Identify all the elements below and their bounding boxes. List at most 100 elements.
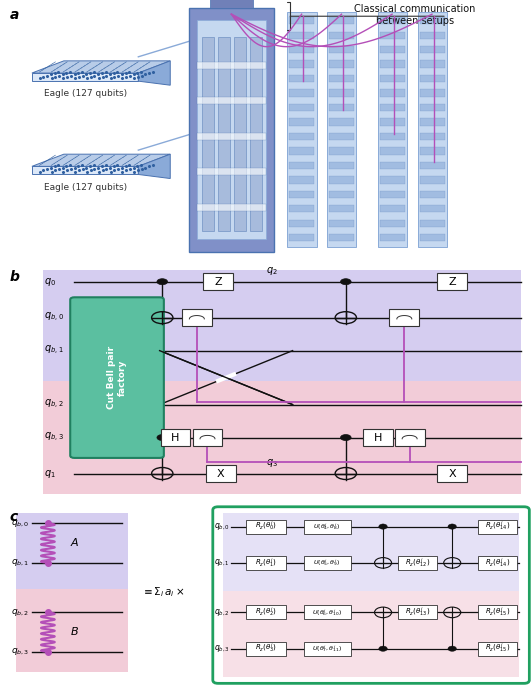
FancyBboxPatch shape bbox=[329, 46, 354, 53]
Circle shape bbox=[340, 279, 351, 285]
FancyBboxPatch shape bbox=[380, 46, 405, 53]
FancyBboxPatch shape bbox=[329, 147, 354, 155]
FancyBboxPatch shape bbox=[420, 17, 445, 25]
FancyBboxPatch shape bbox=[289, 133, 314, 140]
FancyBboxPatch shape bbox=[398, 556, 437, 570]
FancyBboxPatch shape bbox=[304, 520, 351, 534]
FancyBboxPatch shape bbox=[329, 104, 354, 111]
Text: $R_z(\theta^i_{15})$: $R_z(\theta^i_{15})$ bbox=[485, 642, 510, 656]
Text: $U(\theta^i_4,\theta^i_8)$: $U(\theta^i_4,\theta^i_8)$ bbox=[313, 521, 341, 532]
FancyBboxPatch shape bbox=[380, 17, 405, 25]
FancyBboxPatch shape bbox=[380, 147, 405, 155]
FancyBboxPatch shape bbox=[380, 190, 405, 198]
FancyBboxPatch shape bbox=[287, 12, 317, 247]
FancyBboxPatch shape bbox=[380, 60, 405, 68]
FancyBboxPatch shape bbox=[246, 556, 286, 570]
FancyBboxPatch shape bbox=[420, 234, 445, 241]
FancyBboxPatch shape bbox=[420, 60, 445, 68]
Text: c: c bbox=[10, 510, 18, 524]
FancyBboxPatch shape bbox=[380, 162, 405, 169]
FancyBboxPatch shape bbox=[380, 176, 405, 184]
Text: $q_{b,3}$: $q_{b,3}$ bbox=[214, 643, 230, 654]
FancyBboxPatch shape bbox=[289, 119, 314, 125]
FancyBboxPatch shape bbox=[304, 556, 351, 570]
FancyBboxPatch shape bbox=[289, 90, 314, 97]
FancyBboxPatch shape bbox=[478, 606, 517, 619]
FancyBboxPatch shape bbox=[202, 36, 214, 232]
Text: $R_z(\theta^i_1)$: $R_z(\theta^i_1)$ bbox=[255, 556, 277, 569]
FancyBboxPatch shape bbox=[197, 62, 266, 69]
FancyBboxPatch shape bbox=[210, 0, 253, 8]
Text: Cut Bell pair
factory: Cut Bell pair factory bbox=[107, 346, 127, 409]
Circle shape bbox=[340, 434, 351, 440]
Polygon shape bbox=[138, 154, 170, 179]
Text: $q_{b,3}$: $q_{b,3}$ bbox=[44, 431, 63, 444]
FancyBboxPatch shape bbox=[197, 203, 266, 211]
FancyBboxPatch shape bbox=[329, 220, 354, 227]
FancyBboxPatch shape bbox=[304, 606, 351, 619]
FancyBboxPatch shape bbox=[420, 190, 445, 198]
Text: $q_{b,0}$: $q_{b,0}$ bbox=[11, 518, 29, 529]
FancyBboxPatch shape bbox=[16, 513, 128, 589]
FancyBboxPatch shape bbox=[329, 206, 354, 212]
FancyBboxPatch shape bbox=[329, 17, 354, 25]
FancyBboxPatch shape bbox=[329, 234, 354, 241]
Text: $R_z(\theta^i_{13})$: $R_z(\theta^i_{13})$ bbox=[405, 606, 430, 619]
Text: $q_{b,2}$: $q_{b,2}$ bbox=[11, 607, 29, 618]
FancyBboxPatch shape bbox=[380, 234, 405, 241]
Polygon shape bbox=[32, 166, 138, 175]
Text: $q_{b,1}$: $q_{b,1}$ bbox=[44, 344, 63, 357]
FancyBboxPatch shape bbox=[223, 591, 519, 677]
FancyBboxPatch shape bbox=[289, 46, 314, 53]
FancyBboxPatch shape bbox=[380, 104, 405, 111]
FancyBboxPatch shape bbox=[43, 381, 521, 495]
Text: $\equiv \Sigma_i\, a_i \times$: $\equiv \Sigma_i\, a_i \times$ bbox=[141, 586, 185, 599]
FancyBboxPatch shape bbox=[182, 310, 212, 326]
FancyBboxPatch shape bbox=[197, 97, 266, 105]
FancyBboxPatch shape bbox=[289, 32, 314, 39]
Text: Z: Z bbox=[214, 277, 222, 287]
FancyBboxPatch shape bbox=[329, 75, 354, 82]
FancyBboxPatch shape bbox=[380, 206, 405, 212]
FancyBboxPatch shape bbox=[363, 429, 393, 446]
FancyBboxPatch shape bbox=[420, 206, 445, 212]
Text: $q_{b,0}$: $q_{b,0}$ bbox=[214, 521, 230, 532]
Text: $q_0$: $q_0$ bbox=[44, 275, 56, 288]
FancyBboxPatch shape bbox=[246, 642, 286, 656]
Text: Z: Z bbox=[448, 277, 456, 287]
FancyBboxPatch shape bbox=[329, 119, 354, 125]
Circle shape bbox=[157, 434, 168, 440]
FancyBboxPatch shape bbox=[420, 220, 445, 227]
FancyBboxPatch shape bbox=[420, 147, 445, 155]
Text: $U(\theta^i_6,\theta^i_{10})$: $U(\theta^i_6,\theta^i_{10})$ bbox=[312, 607, 343, 618]
FancyBboxPatch shape bbox=[437, 465, 467, 482]
FancyBboxPatch shape bbox=[380, 220, 405, 227]
Polygon shape bbox=[138, 61, 170, 85]
FancyBboxPatch shape bbox=[478, 642, 517, 656]
FancyBboxPatch shape bbox=[197, 169, 266, 175]
FancyBboxPatch shape bbox=[418, 12, 447, 247]
Text: Classical communication
between setups: Classical communication between setups bbox=[354, 4, 476, 25]
Text: $R_z(\theta^i_2)$: $R_z(\theta^i_2)$ bbox=[255, 606, 277, 619]
Text: H: H bbox=[171, 432, 180, 443]
Polygon shape bbox=[32, 61, 170, 73]
FancyBboxPatch shape bbox=[213, 507, 529, 684]
FancyBboxPatch shape bbox=[203, 273, 233, 290]
Text: $q_2$: $q_2$ bbox=[266, 265, 278, 277]
Text: $R_z(\theta^i_0)$: $R_z(\theta^i_0)$ bbox=[255, 520, 277, 533]
Circle shape bbox=[448, 524, 456, 530]
FancyBboxPatch shape bbox=[246, 520, 286, 534]
FancyBboxPatch shape bbox=[289, 162, 314, 169]
FancyBboxPatch shape bbox=[437, 273, 467, 290]
FancyBboxPatch shape bbox=[329, 60, 354, 68]
Text: Eagle (127 qubits): Eagle (127 qubits) bbox=[44, 89, 127, 98]
Text: a: a bbox=[10, 8, 19, 22]
FancyBboxPatch shape bbox=[289, 190, 314, 198]
FancyBboxPatch shape bbox=[218, 36, 230, 232]
FancyBboxPatch shape bbox=[223, 513, 519, 591]
FancyBboxPatch shape bbox=[380, 133, 405, 140]
FancyBboxPatch shape bbox=[478, 520, 517, 534]
Text: $q_{b,0}$: $q_{b,0}$ bbox=[44, 311, 63, 324]
FancyBboxPatch shape bbox=[289, 75, 314, 82]
Text: $q_{b,1}$: $q_{b,1}$ bbox=[11, 558, 29, 569]
